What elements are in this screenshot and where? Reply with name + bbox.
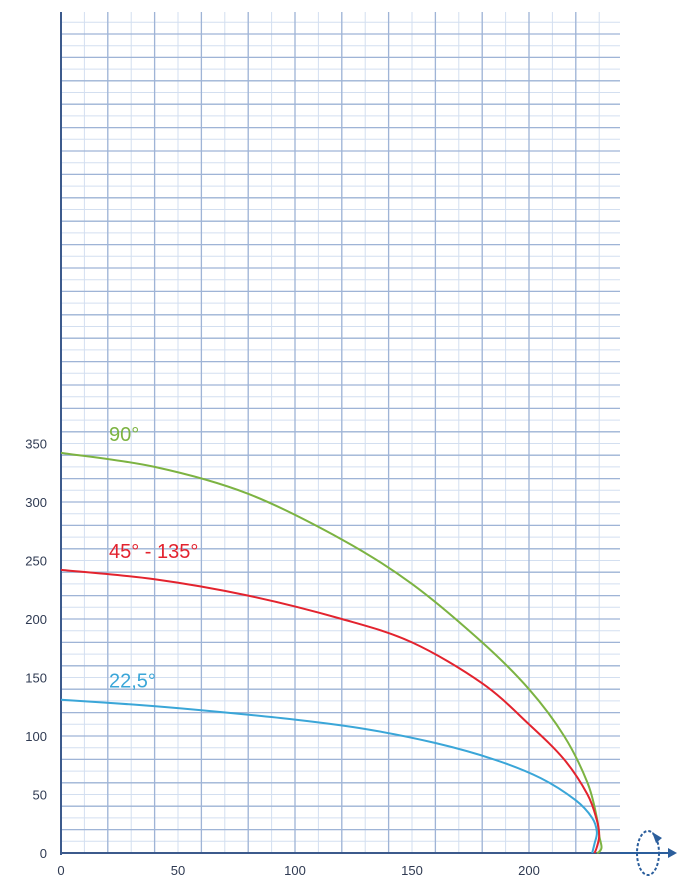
minor-grid: [61, 12, 620, 853]
y-tick-label: 150: [25, 671, 47, 686]
rotation-axis-icon: [620, 830, 677, 876]
x-tick-label: 150: [401, 863, 423, 878]
y-tick-label: 300: [25, 495, 47, 510]
y-tick-label: 50: [33, 788, 47, 803]
x-tick-label: 0: [57, 863, 64, 878]
series-line-1: [60, 568, 601, 854]
y-tick-label: 0: [40, 846, 47, 861]
x-tick-label: 50: [171, 863, 185, 878]
series-line-2: [60, 698, 598, 854]
x-tick-label: 200: [518, 863, 540, 878]
axes: [60, 12, 625, 855]
series-label-1: 45° - 135°: [109, 541, 198, 563]
series-layer: [60, 451, 603, 854]
tick-labels: 0 50 100 150 200 0 50 100 150 200 250 300 350: [25, 437, 540, 879]
y-tick-label: 250: [25, 554, 47, 569]
y-tick-label: 100: [25, 729, 47, 744]
major-grid: [61, 12, 620, 853]
series-label-0: 90°: [109, 424, 139, 446]
series-labels: 90° 45° - 135° 22,5°: [109, 424, 198, 693]
y-tick-label: 350: [25, 437, 47, 452]
y-tick-label: 200: [25, 612, 47, 627]
x-tick-label: 100: [284, 863, 306, 878]
series-line-0: [60, 451, 603, 854]
series-label-2: 22,5°: [109, 671, 156, 693]
